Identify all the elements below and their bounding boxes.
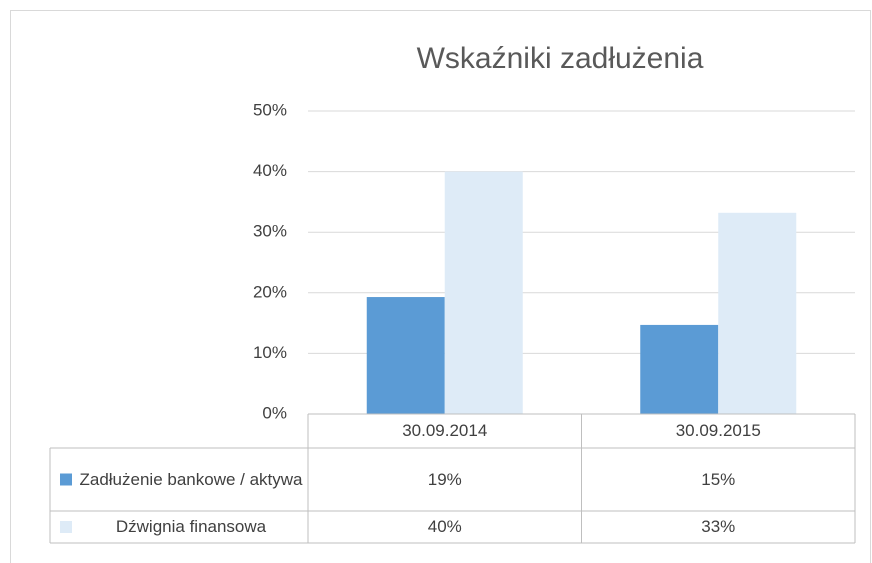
cell-label: 15% <box>701 469 736 489</box>
cell-label: Zadłużenie bankowe / aktywa <box>79 469 303 489</box>
legend-key <box>60 521 72 533</box>
table-cell: Dźwignia finansowa <box>76 511 306 543</box>
table-cell: 33% <box>582 511 856 543</box>
cell-text: 40% <box>308 511 582 543</box>
cell-label: 40% <box>427 517 462 536</box>
chart-title: Wskaźniki zadłużenia <box>417 42 704 75</box>
y-tick-label: 50% <box>253 100 287 119</box>
cell-text: 15% <box>582 448 856 511</box>
cell-text: 30.09.2015 <box>582 414 856 448</box>
y-tick-label: 30% <box>253 222 287 241</box>
cell-text: 19% <box>308 448 582 511</box>
cell-text: Zadłużenie bankowe / aktywa <box>76 448 306 511</box>
table-cell: 15% <box>582 448 856 511</box>
cell-label: 33% <box>701 517 736 536</box>
cell-label: 30.09.2014 <box>402 421 488 440</box>
cell-text: 30.09.2014 <box>308 414 582 448</box>
bar <box>444 171 523 414</box>
y-tick-label: 40% <box>253 161 287 180</box>
table-cell: 30.09.2015 <box>582 414 856 448</box>
y-tick-label: 0% <box>262 403 287 422</box>
bar <box>366 297 445 414</box>
y-tick-label: 20% <box>253 282 287 301</box>
bar <box>640 324 719 414</box>
y-tick-label: 10% <box>253 343 287 362</box>
cell-text: Dźwignia finansowa <box>76 511 306 543</box>
table-cell: Zadłużenie bankowe / aktywa <box>76 448 306 511</box>
table-cell: 30.09.2014 <box>308 414 582 448</box>
cell-label: 19% <box>427 469 462 489</box>
table-cell: 40% <box>308 511 582 543</box>
table-cell: 19% <box>308 448 582 511</box>
bar <box>718 212 797 414</box>
cell-label: 30.09.2015 <box>675 421 761 440</box>
legend-key <box>60 473 72 486</box>
cell-label: Dźwignia finansowa <box>115 517 267 536</box>
cell-text: 33% <box>582 511 856 543</box>
